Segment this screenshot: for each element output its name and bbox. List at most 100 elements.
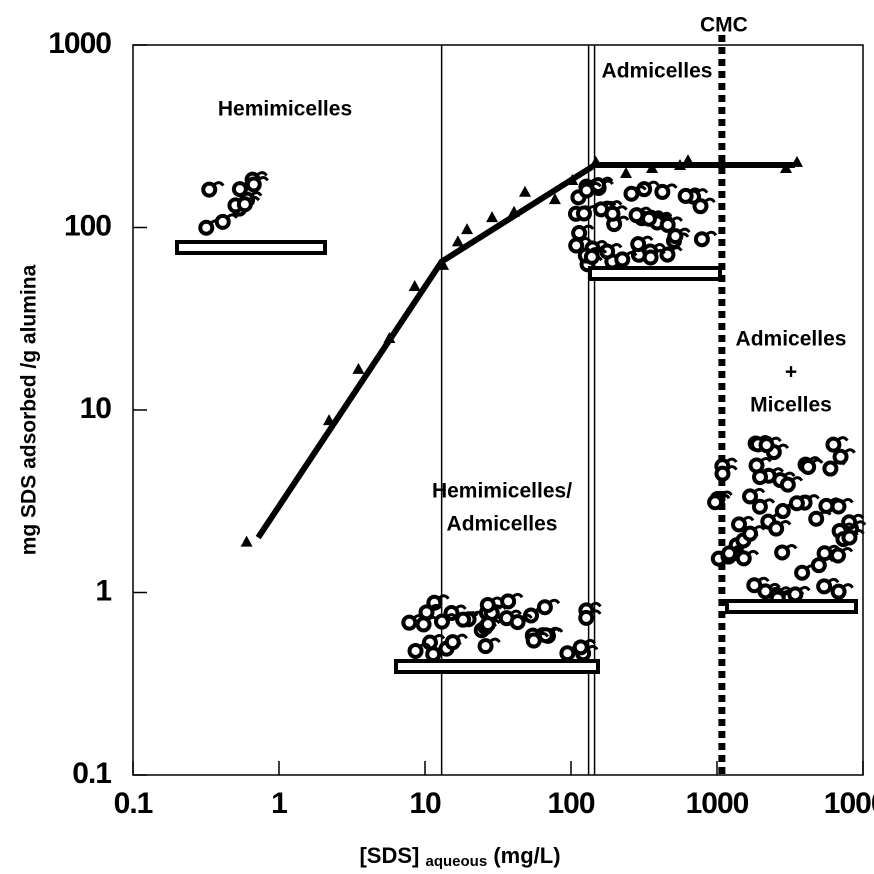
surfactant-tail bbox=[466, 611, 479, 617]
surfactant-tail bbox=[827, 544, 840, 551]
surfactant-head bbox=[707, 494, 724, 511]
surfactant-tail bbox=[836, 436, 849, 442]
surfactant-tail bbox=[783, 471, 796, 478]
data-point bbox=[518, 185, 531, 197]
surfactant-tail bbox=[670, 246, 683, 252]
surfactant-tail bbox=[811, 458, 824, 465]
surfactant-head bbox=[794, 564, 811, 581]
surfactant-tail bbox=[432, 634, 446, 640]
surfactant-head bbox=[757, 583, 774, 600]
surfactant-tail bbox=[759, 457, 772, 463]
surfactant-tail bbox=[547, 598, 561, 605]
substrate bbox=[588, 266, 722, 281]
surfactant-head bbox=[788, 495, 805, 512]
surfactant-head bbox=[198, 219, 215, 236]
surfactant-tail bbox=[247, 195, 261, 202]
surfactant-tail bbox=[256, 175, 270, 182]
surfactant-head bbox=[735, 550, 752, 567]
surfactant-tail bbox=[225, 213, 239, 219]
surfactant-head bbox=[433, 613, 450, 630]
surfactant-head bbox=[748, 457, 765, 474]
surfactant-tail bbox=[752, 487, 766, 494]
surfactant-head bbox=[768, 520, 785, 537]
surfactant-head bbox=[509, 614, 526, 631]
surfactant-head bbox=[642, 249, 659, 266]
surfactant-tail bbox=[704, 230, 718, 237]
surfactant-tail bbox=[651, 210, 665, 216]
surfactant-tail bbox=[829, 497, 842, 504]
surfactant-head bbox=[810, 557, 827, 574]
surfactant-head bbox=[751, 498, 768, 515]
x-tick-label: 100 bbox=[547, 787, 594, 820]
surfactant-head bbox=[593, 201, 610, 218]
surfactant-tail bbox=[647, 180, 660, 187]
surfactant-tail bbox=[589, 609, 602, 615]
surfactant-head bbox=[693, 231, 710, 248]
surfactant-head bbox=[623, 185, 640, 202]
surfactant-tail bbox=[741, 515, 755, 522]
surfactant-tail bbox=[757, 576, 770, 583]
surfactant-head bbox=[572, 639, 589, 656]
y-tick-label: 0.1 bbox=[72, 757, 111, 790]
x-label-unit: (mg/L) bbox=[493, 843, 560, 868]
substrate bbox=[394, 659, 600, 674]
surfactant-head bbox=[630, 236, 647, 253]
surfactant-tail bbox=[604, 200, 617, 207]
surfactant-tail bbox=[827, 577, 840, 584]
surfactant-tail bbox=[490, 615, 504, 622]
surfactant-head bbox=[214, 213, 231, 230]
surfactant-head bbox=[477, 638, 494, 655]
surfactant-head bbox=[479, 596, 496, 613]
surfactant-head bbox=[825, 436, 842, 453]
surfactant-head bbox=[830, 583, 847, 600]
x-label-sub: aqueous bbox=[426, 853, 488, 870]
data-point bbox=[451, 235, 464, 247]
surfactant-tail bbox=[444, 613, 458, 619]
surfactant-head bbox=[742, 488, 759, 505]
region-label: + bbox=[785, 361, 797, 384]
x-label-main: [SDS] bbox=[359, 843, 419, 868]
y-axis-title: mg SDS adsorbed /g alumina bbox=[18, 264, 41, 555]
surfactant-head bbox=[714, 465, 731, 482]
surfactant-head bbox=[578, 182, 595, 199]
surfactant-tail bbox=[718, 493, 731, 500]
surfactant-cartoon bbox=[401, 592, 602, 663]
surfactant-tail bbox=[429, 603, 442, 610]
surfactant-head bbox=[816, 578, 833, 595]
surfactant-cartoon bbox=[198, 171, 270, 236]
surfactant-head bbox=[774, 544, 791, 561]
surfactant-tail bbox=[665, 183, 678, 190]
surfactant-head bbox=[401, 614, 418, 631]
region-label: Admicelles bbox=[602, 60, 713, 83]
surfactant-head bbox=[444, 634, 461, 651]
surfactant-head bbox=[640, 210, 657, 227]
surfactant-tail bbox=[653, 249, 666, 255]
surfactant-head bbox=[841, 529, 858, 546]
surfactant-tail bbox=[843, 448, 856, 454]
region-label: Admicelles bbox=[736, 328, 847, 351]
surfactant-head bbox=[583, 248, 600, 265]
surfactant-tail bbox=[641, 235, 654, 242]
x-tick-label: 10000 bbox=[824, 787, 874, 820]
surfactant-tail bbox=[776, 443, 790, 450]
surfactant-head bbox=[525, 632, 542, 649]
x-axis-title: [SDS] aqueous (mg/L) bbox=[359, 843, 560, 873]
surfactant-tail bbox=[725, 465, 738, 471]
surfactant-head bbox=[245, 176, 262, 193]
surfactant-tail bbox=[610, 242, 623, 249]
surfactant-head bbox=[677, 187, 694, 204]
surfactant-tail bbox=[746, 549, 760, 556]
surfactant-tail bbox=[455, 633, 468, 640]
data-point bbox=[486, 211, 499, 223]
surfactant-tail bbox=[418, 642, 431, 649]
region-label: Hemimicelles/ bbox=[432, 480, 572, 503]
surfactant-tail bbox=[779, 520, 792, 526]
surfactant-tail bbox=[762, 498, 776, 504]
substrate bbox=[175, 240, 327, 255]
surfactant-tail bbox=[790, 476, 804, 482]
surfactant-tail bbox=[634, 185, 647, 191]
x-tick-label: 0.1 bbox=[114, 787, 153, 820]
surfactant-tail bbox=[753, 525, 766, 531]
surfactant-head bbox=[455, 611, 472, 628]
